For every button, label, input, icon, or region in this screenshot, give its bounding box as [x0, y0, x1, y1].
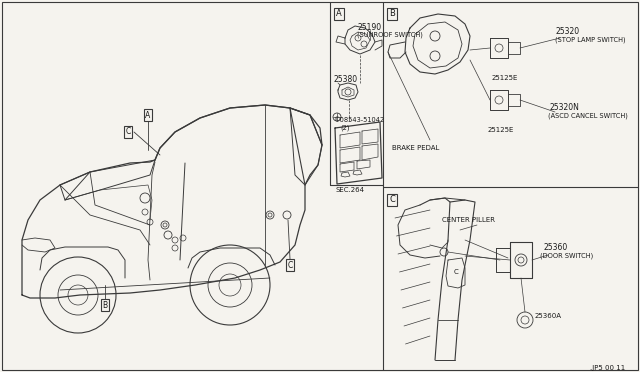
- Text: C: C: [454, 269, 458, 275]
- Text: 25360: 25360: [543, 244, 567, 253]
- Text: BRAKE PEDAL: BRAKE PEDAL: [392, 145, 440, 151]
- Text: 25125E: 25125E: [492, 75, 518, 81]
- Text: B: B: [102, 301, 108, 310]
- Text: (STOP LAMP SWITCH): (STOP LAMP SWITCH): [555, 37, 626, 43]
- Text: (2): (2): [340, 125, 349, 131]
- Text: A: A: [336, 10, 342, 19]
- Text: ©08543-51042: ©08543-51042: [333, 117, 384, 123]
- Text: CENTER PILLER: CENTER PILLER: [442, 217, 495, 223]
- Text: 25320N: 25320N: [550, 103, 580, 112]
- Text: 25380: 25380: [333, 76, 357, 84]
- Text: A: A: [145, 110, 150, 119]
- Text: C: C: [125, 128, 131, 137]
- Text: 25320: 25320: [555, 28, 579, 36]
- Text: C: C: [389, 196, 395, 205]
- Text: B: B: [389, 10, 395, 19]
- Text: (DOOR SWITCH): (DOOR SWITCH): [540, 253, 593, 259]
- Text: 25360A: 25360A: [535, 313, 562, 319]
- Text: (SUNROOF SWITCH): (SUNROOF SWITCH): [357, 32, 423, 38]
- Text: 25190: 25190: [357, 22, 381, 32]
- Text: .JP5 00 11: .JP5 00 11: [590, 365, 625, 371]
- Text: SEC.264: SEC.264: [335, 187, 365, 193]
- Text: 25125E: 25125E: [488, 127, 515, 133]
- Text: C: C: [287, 260, 292, 269]
- Text: (ASCD CANCEL SWITCH): (ASCD CANCEL SWITCH): [548, 113, 628, 119]
